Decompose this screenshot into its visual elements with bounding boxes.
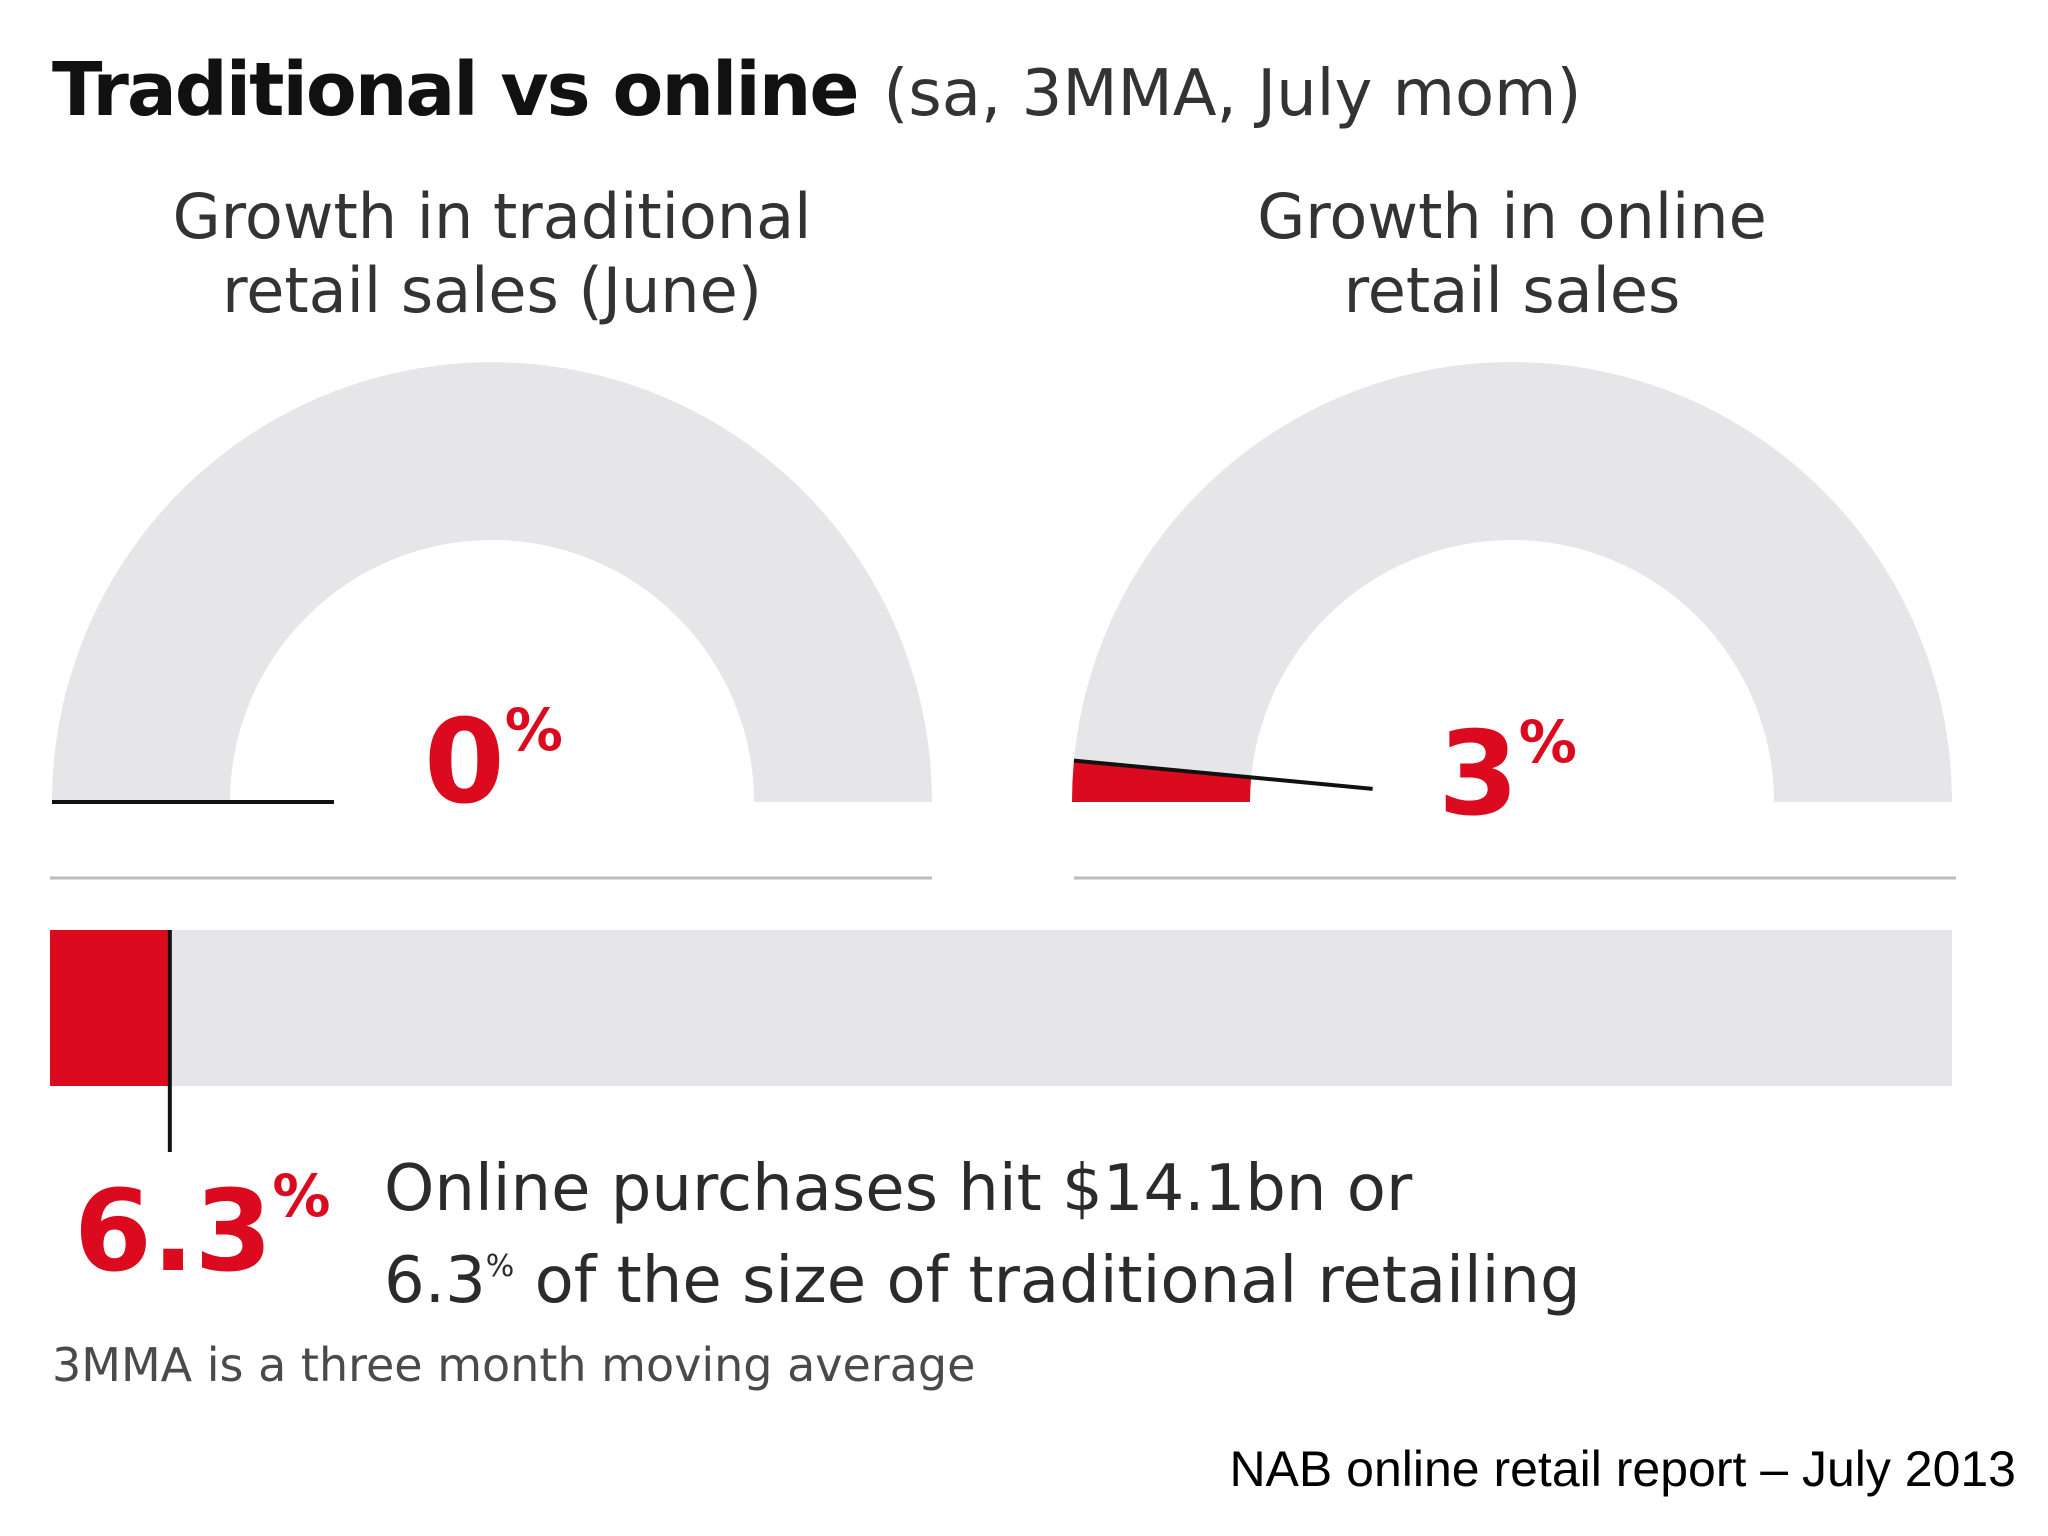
gauge-traditional-value-number: 0 bbox=[424, 695, 505, 830]
gauge-online: Growth in online retail sales 3% bbox=[1072, 180, 1956, 880]
share-bar-track bbox=[50, 930, 1952, 1086]
gauge-traditional-value-unit: % bbox=[505, 696, 563, 764]
gauge-traditional-title-line-2: retail sales (June) bbox=[222, 254, 762, 327]
gauge-online-fill bbox=[1072, 760, 1252, 802]
gauge-traditional-title-line-1: Growth in traditional bbox=[173, 180, 812, 253]
share-bar-chart: 6.3% bbox=[50, 930, 1952, 1297]
share-bar-value-unit: % bbox=[272, 1162, 330, 1230]
gauge-traditional-value: 0% bbox=[424, 695, 563, 830]
share-bar-value-number: 6.3 bbox=[74, 1167, 272, 1297]
gauge-online-value-number: 3 bbox=[1438, 707, 1519, 842]
gauge-online-track bbox=[1072, 362, 1952, 802]
gauge-online-title-line-2: retail sales bbox=[1344, 254, 1681, 327]
share-description-value: 6.3 bbox=[384, 1244, 486, 1318]
footnote: 3MMA is a three month moving average bbox=[52, 1338, 976, 1392]
gauge-traditional-track bbox=[52, 362, 932, 802]
share-description-unit: % bbox=[485, 1249, 515, 1284]
share-description-rest: of the size of traditional retailing bbox=[514, 1244, 1581, 1318]
gauge-online-title-line-1: Growth in online bbox=[1257, 180, 1766, 253]
chart-title-sub: (sa, 3MMA, July mom) bbox=[883, 57, 1582, 131]
share-description-line-1: Online purchases hit $14.1bn or bbox=[384, 1152, 1413, 1226]
gauge-online-value-unit: % bbox=[1519, 708, 1577, 776]
gauge-traditional: Growth in traditional retail sales (June… bbox=[50, 180, 932, 880]
share-description: Online purchases hit $14.1bn or 6.3% of … bbox=[384, 1150, 1581, 1320]
share-description-line-2: 6.3% of the size of traditional retailin… bbox=[384, 1228, 1581, 1320]
chart-title: Traditional vs online (sa, 3MMA, July mo… bbox=[52, 46, 1581, 135]
share-bar-value: 6.3% bbox=[74, 1162, 331, 1297]
chart-title-main: Traditional vs online bbox=[52, 47, 860, 133]
gauge-online-needle bbox=[1073, 758, 1373, 791]
share-bar-fill bbox=[50, 930, 170, 1086]
gauge-online-value: 3% bbox=[1438, 707, 1577, 842]
source-note: NAB online retail report – July 2013 bbox=[1229, 1441, 2016, 1497]
